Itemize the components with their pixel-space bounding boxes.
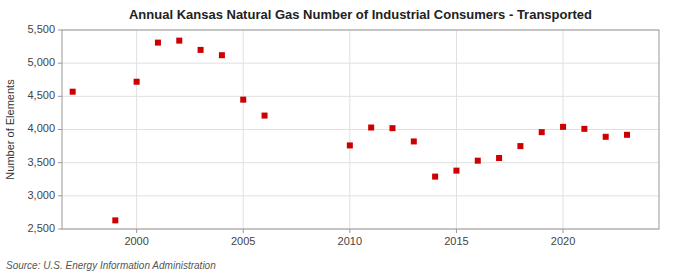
grid xyxy=(62,30,659,229)
point xyxy=(539,129,545,135)
grid-line-x xyxy=(136,30,137,229)
chart: 2,500 3,000 3,500 4,000 4,500 5,000 5,500 2000 2… xyxy=(0,0,675,275)
y-tick xyxy=(58,162,62,163)
title: Annual Kansas Natural Gas Number of Indu… xyxy=(129,7,592,22)
y-tick xyxy=(58,229,62,230)
points xyxy=(70,38,630,224)
source: Source: U.S. Energy Information Administ… xyxy=(6,260,216,271)
point xyxy=(517,143,523,149)
point xyxy=(219,52,225,58)
point xyxy=(134,79,140,85)
y-tick-label: 5,000 xyxy=(27,56,55,68)
y-tick-label: 3,500 xyxy=(27,156,55,168)
x-tick xyxy=(349,229,350,233)
point xyxy=(581,126,587,132)
x-tick xyxy=(243,229,244,233)
y-tick xyxy=(58,30,62,31)
y-tick-label: 2,500 xyxy=(27,222,55,234)
point xyxy=(368,125,374,131)
point xyxy=(240,97,246,103)
point xyxy=(198,47,204,53)
grid-line-y xyxy=(62,195,659,196)
point xyxy=(475,158,481,164)
grid-line-y xyxy=(62,96,659,97)
y-axis-label: Number of Elements xyxy=(4,79,16,180)
point xyxy=(347,142,353,148)
point xyxy=(560,124,566,130)
point xyxy=(453,168,459,174)
x-tick xyxy=(136,229,137,233)
point xyxy=(389,125,395,131)
x-tick xyxy=(563,229,564,233)
point xyxy=(70,89,76,95)
y-tick xyxy=(58,63,62,64)
grid-line-x xyxy=(349,30,350,229)
point xyxy=(155,40,161,46)
x-tick-label: 2015 xyxy=(444,235,468,247)
x-tick-label: 2005 xyxy=(231,235,255,247)
x-tick-label: 2000 xyxy=(124,235,148,247)
plot-frame xyxy=(62,30,659,229)
y-tick-label: 3,000 xyxy=(27,189,55,201)
grid-line-y xyxy=(62,162,659,163)
point xyxy=(262,113,268,119)
grid-line-y xyxy=(62,63,659,64)
y-tick-label: 4,500 xyxy=(27,89,55,101)
grid-line-y xyxy=(62,129,659,130)
point xyxy=(432,174,438,180)
y-tick xyxy=(58,96,62,97)
y-tick xyxy=(58,195,62,196)
grid-line-x xyxy=(456,30,457,229)
point xyxy=(112,217,118,223)
point xyxy=(496,155,502,161)
grid-line-x xyxy=(243,30,244,229)
x-tick-label: 2020 xyxy=(551,235,575,247)
x-tick xyxy=(456,229,457,233)
y-tick-label: 4,000 xyxy=(27,122,55,134)
axes: 2,500 3,000 3,500 4,000 4,500 5,000 5,500 2000 2… xyxy=(27,23,575,247)
point xyxy=(603,134,609,140)
point xyxy=(411,138,417,144)
x-tick-label: 2010 xyxy=(338,235,362,247)
y-tick xyxy=(58,129,62,130)
y-tick-label: 5,500 xyxy=(27,23,55,35)
point xyxy=(176,38,182,44)
point xyxy=(624,132,630,138)
